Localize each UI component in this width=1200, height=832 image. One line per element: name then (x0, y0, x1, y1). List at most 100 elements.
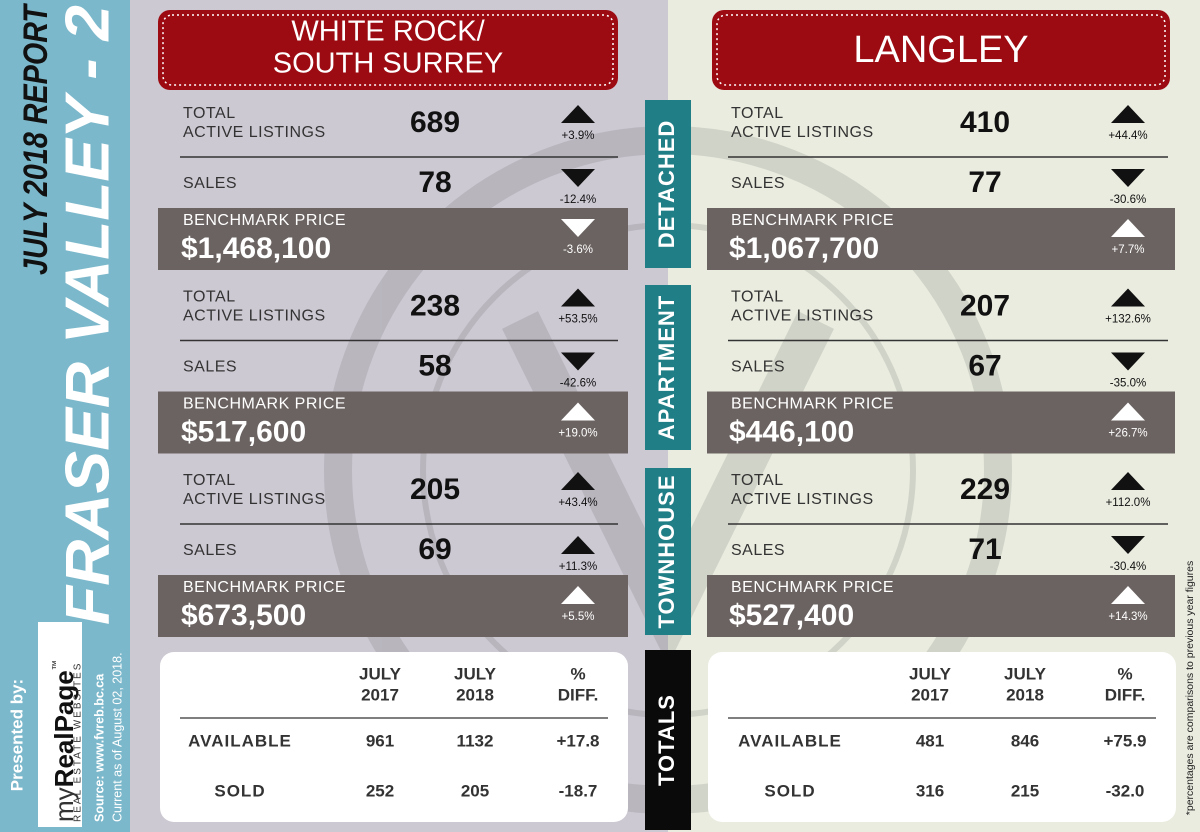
row-label: SALES (731, 542, 785, 559)
totals-value: 205 (461, 781, 489, 800)
benchmark-label: BENCHMARK PRICE (183, 579, 346, 596)
category-tab (645, 100, 691, 268)
report-label: JULY 2018 REPORT (17, 2, 55, 275)
sales-value: 78 (418, 166, 451, 199)
benchmark-box (707, 575, 1175, 637)
totals-value: 252 (366, 781, 394, 800)
sales-value: 67 (968, 349, 1001, 382)
region-name: LANGLEY (853, 29, 1028, 71)
arrow-down (561, 169, 595, 187)
totals-header: 2017 (911, 685, 949, 704)
arrow-up (1111, 105, 1145, 123)
row-label: TOTAL (183, 472, 236, 489)
arrow-up (1111, 219, 1145, 237)
totals-value: +17.8 (556, 731, 599, 750)
category-tab (645, 285, 691, 450)
arrow-down (1111, 169, 1145, 187)
totals-row-label: SOLD (214, 781, 265, 800)
listings-value: 205 (410, 473, 460, 506)
benchmark-value: $517,600 (181, 415, 306, 448)
row-label: ACTIVE LISTINGS (183, 491, 326, 508)
arrow-up (1111, 586, 1145, 604)
totals-box (708, 652, 1176, 822)
change-value: +3.9% (562, 130, 595, 142)
change-value: -3.6% (563, 244, 593, 256)
arrow-up (561, 472, 595, 490)
change-value: +7.7% (1112, 244, 1145, 256)
change-value: -30.6% (1110, 194, 1146, 206)
arrow-up (561, 536, 595, 554)
benchmark-value: $1,067,700 (729, 232, 879, 265)
benchmark-value: $446,100 (729, 415, 854, 448)
totals-header: JULY (454, 664, 497, 683)
totals-header: JULY (909, 664, 952, 683)
row-label: SALES (183, 542, 237, 559)
change-value: +26.7% (1108, 428, 1147, 440)
totals-row-label: SOLD (764, 781, 815, 800)
totals-value: 481 (916, 731, 944, 750)
main-title: FRASER VALLEY - 2 (53, 5, 122, 625)
arrow-down (561, 219, 595, 237)
totals-value: 1132 (457, 731, 494, 750)
benchmark-box (158, 391, 628, 454)
benchmark-box (158, 575, 628, 637)
brand-box (38, 622, 82, 827)
arrow-down (1111, 352, 1145, 371)
totals-header: JULY (1004, 664, 1047, 683)
arrow-up (1111, 402, 1145, 421)
arrow-up (561, 105, 595, 123)
sales-value: 69 (418, 533, 451, 566)
row-label: TOTAL (183, 105, 236, 122)
change-value: -30.4% (1110, 561, 1146, 573)
totals-value: -32.0 (1106, 781, 1145, 800)
region-name: SOUTH SURREY (273, 48, 503, 80)
row-label: TOTAL (731, 472, 784, 489)
totals-header: % (570, 664, 585, 683)
totals-header: DIFF. (1105, 685, 1146, 704)
brand-part: RealPage (49, 670, 79, 787)
benchmark-value: $673,500 (181, 599, 306, 632)
arrow-up (561, 402, 595, 421)
totals-value: 961 (366, 731, 394, 750)
benchmark-label: BENCHMARK PRICE (731, 579, 894, 596)
listings-value: 410 (960, 106, 1010, 139)
totals-header: 2018 (1006, 685, 1044, 704)
benchmark-value: $527,400 (729, 599, 854, 632)
change-value: +5.5% (562, 611, 595, 623)
listings-value: 689 (410, 106, 460, 139)
change-value: +132.6% (1105, 314, 1151, 326)
arrow-up (561, 288, 595, 307)
source: Source: www.fvreb.bc.ca (92, 673, 106, 822)
benchmark-value: $1,468,100 (181, 232, 331, 265)
sales-value: 71 (968, 533, 1001, 566)
totals-row-label: AVAILABLE (188, 731, 292, 750)
benchmark-box (707, 391, 1175, 454)
row-label: SALES (183, 175, 237, 192)
totals-box (160, 652, 628, 822)
change-value: +43.4% (558, 497, 597, 509)
change-value: -42.6% (560, 378, 596, 390)
brand-logo: myRealPage™ (49, 660, 79, 822)
row-label: TOTAL (731, 105, 784, 122)
listings-value: 238 (410, 289, 460, 322)
benchmark-label: BENCHMARK PRICE (731, 212, 894, 229)
totals-header: % (1117, 664, 1132, 683)
totals-value: 846 (1011, 731, 1039, 750)
benchmark-box (158, 208, 628, 270)
totals-header: 2017 (361, 685, 399, 704)
change-value: +53.5% (558, 314, 597, 326)
sales-value: 77 (968, 166, 1001, 199)
totals-value: 215 (1011, 781, 1039, 800)
category-tab (645, 468, 691, 635)
totals-value: 316 (916, 781, 944, 800)
category-label: TOTALS (654, 694, 679, 786)
arrow-up (1111, 472, 1145, 490)
arrow-down (561, 352, 595, 371)
totals-value: +75.9 (1103, 731, 1146, 750)
arrow-up (561, 586, 595, 604)
totals-header: DIFF. (558, 685, 599, 704)
region-header (158, 10, 618, 90)
region-name: WHITE ROCK/ (291, 16, 485, 48)
change-value: +44.4% (1108, 130, 1147, 142)
row-label: SALES (183, 359, 237, 376)
